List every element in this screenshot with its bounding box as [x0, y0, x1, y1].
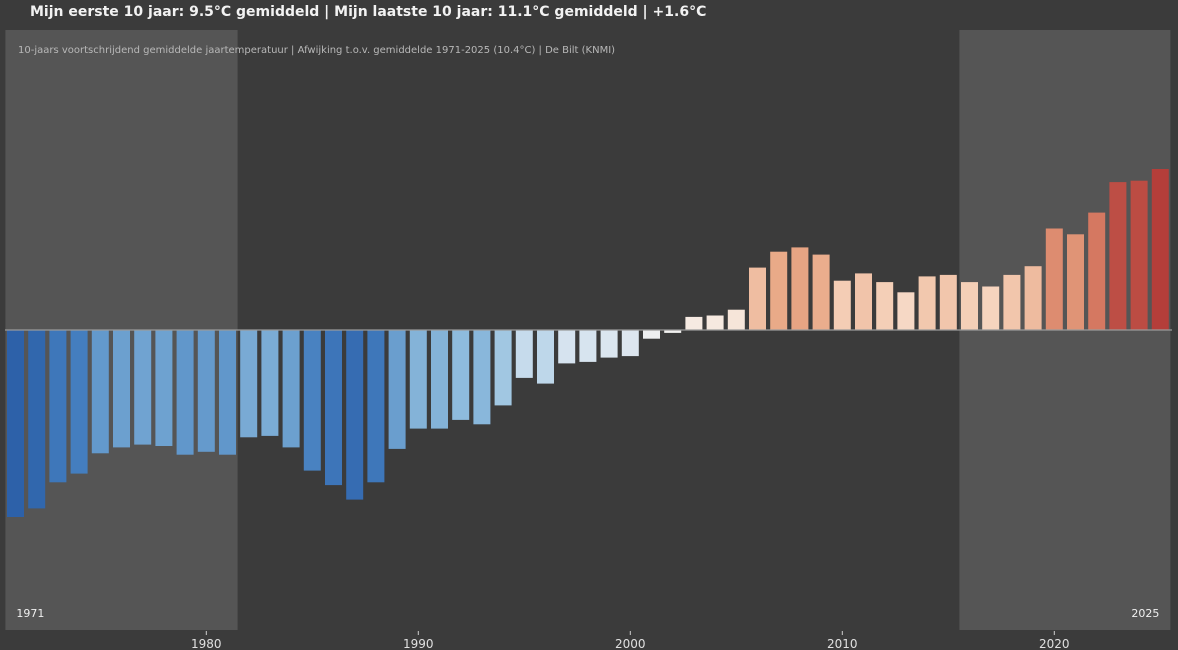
x-tick-label-1990: 1990: [403, 637, 434, 650]
bar-1982: [240, 330, 258, 438]
bar-2012: [876, 282, 894, 330]
bar-1985: [303, 330, 321, 471]
bar-1972: [28, 330, 46, 509]
bar-1986: [325, 330, 342, 486]
x-tick-label-2000: 2000: [615, 637, 646, 650]
bar-1993: [473, 330, 491, 425]
bar-1988: [367, 330, 385, 483]
bar-2016: [961, 282, 978, 330]
bar-1971: [7, 330, 24, 517]
chart-title: Mijn eerste 10 jaar: 9.5°C gemiddeld | M…: [30, 4, 707, 20]
bar-1996: [537, 330, 554, 384]
bar-2002: [664, 330, 682, 333]
bar-2005: [727, 309, 745, 330]
bar-1975: [91, 330, 109, 454]
bar-1999: [600, 330, 618, 358]
x-tick-label-2010: 2010: [827, 637, 858, 650]
bars: [7, 169, 1169, 517]
bar-2009: [812, 254, 830, 330]
bar-2019: [1024, 266, 1042, 330]
x-tick-label-1980: 1980: [191, 637, 222, 650]
bar-2023: [1109, 182, 1127, 330]
bar-1976: [113, 330, 130, 448]
bar-1979: [176, 330, 194, 455]
bar-1974: [70, 330, 88, 474]
bar-1990: [409, 330, 427, 429]
bar-1995: [515, 330, 533, 378]
bar-1992: [452, 330, 470, 420]
bar-1977: [134, 330, 152, 445]
bar-1989: [388, 330, 406, 449]
bar-2003: [685, 316, 703, 330]
bar-2008: [791, 247, 809, 330]
bar-2006: [749, 267, 766, 330]
bar-2014: [918, 276, 936, 330]
chart-subtitle: 10-jaars voortschrijdend gemiddelde jaar…: [18, 45, 616, 56]
bar-1984: [282, 330, 300, 448]
bar-2025: [1151, 169, 1169, 330]
bar-1973: [49, 330, 67, 483]
bar-2000: [621, 330, 639, 357]
highlight-label-1971: 1971: [16, 607, 44, 620]
bar-1981: [219, 330, 236, 455]
bar-2015: [939, 274, 957, 330]
bar-1980: [197, 330, 215, 452]
bar-2017: [982, 286, 1000, 330]
bar-2021: [1067, 234, 1084, 330]
bar-2024: [1130, 180, 1148, 330]
highlight-label-2025: 2025: [1131, 607, 1159, 620]
bar-2022: [1088, 212, 1106, 330]
bar-1983: [261, 330, 279, 436]
bar-2010: [833, 280, 851, 330]
bar-2004: [706, 315, 724, 330]
highlight-labels: 1971 2025: [16, 607, 1159, 620]
bar-2018: [1003, 274, 1021, 330]
bar-2001: [643, 330, 660, 339]
bar-1997: [558, 330, 576, 364]
bar-2013: [897, 292, 915, 330]
bar-1998: [579, 330, 597, 362]
bar-2011: [855, 273, 872, 330]
bar-2020: [1045, 228, 1063, 330]
bar-2007: [770, 251, 788, 330]
bar-1991: [431, 330, 448, 429]
bar-1987: [346, 330, 364, 500]
bar-1978: [155, 330, 173, 446]
x-tick-label-2020: 2020: [1039, 637, 1070, 650]
x-axis: 1980 1990 2000 2010 2020: [191, 631, 1070, 650]
bar-1994: [494, 330, 512, 406]
